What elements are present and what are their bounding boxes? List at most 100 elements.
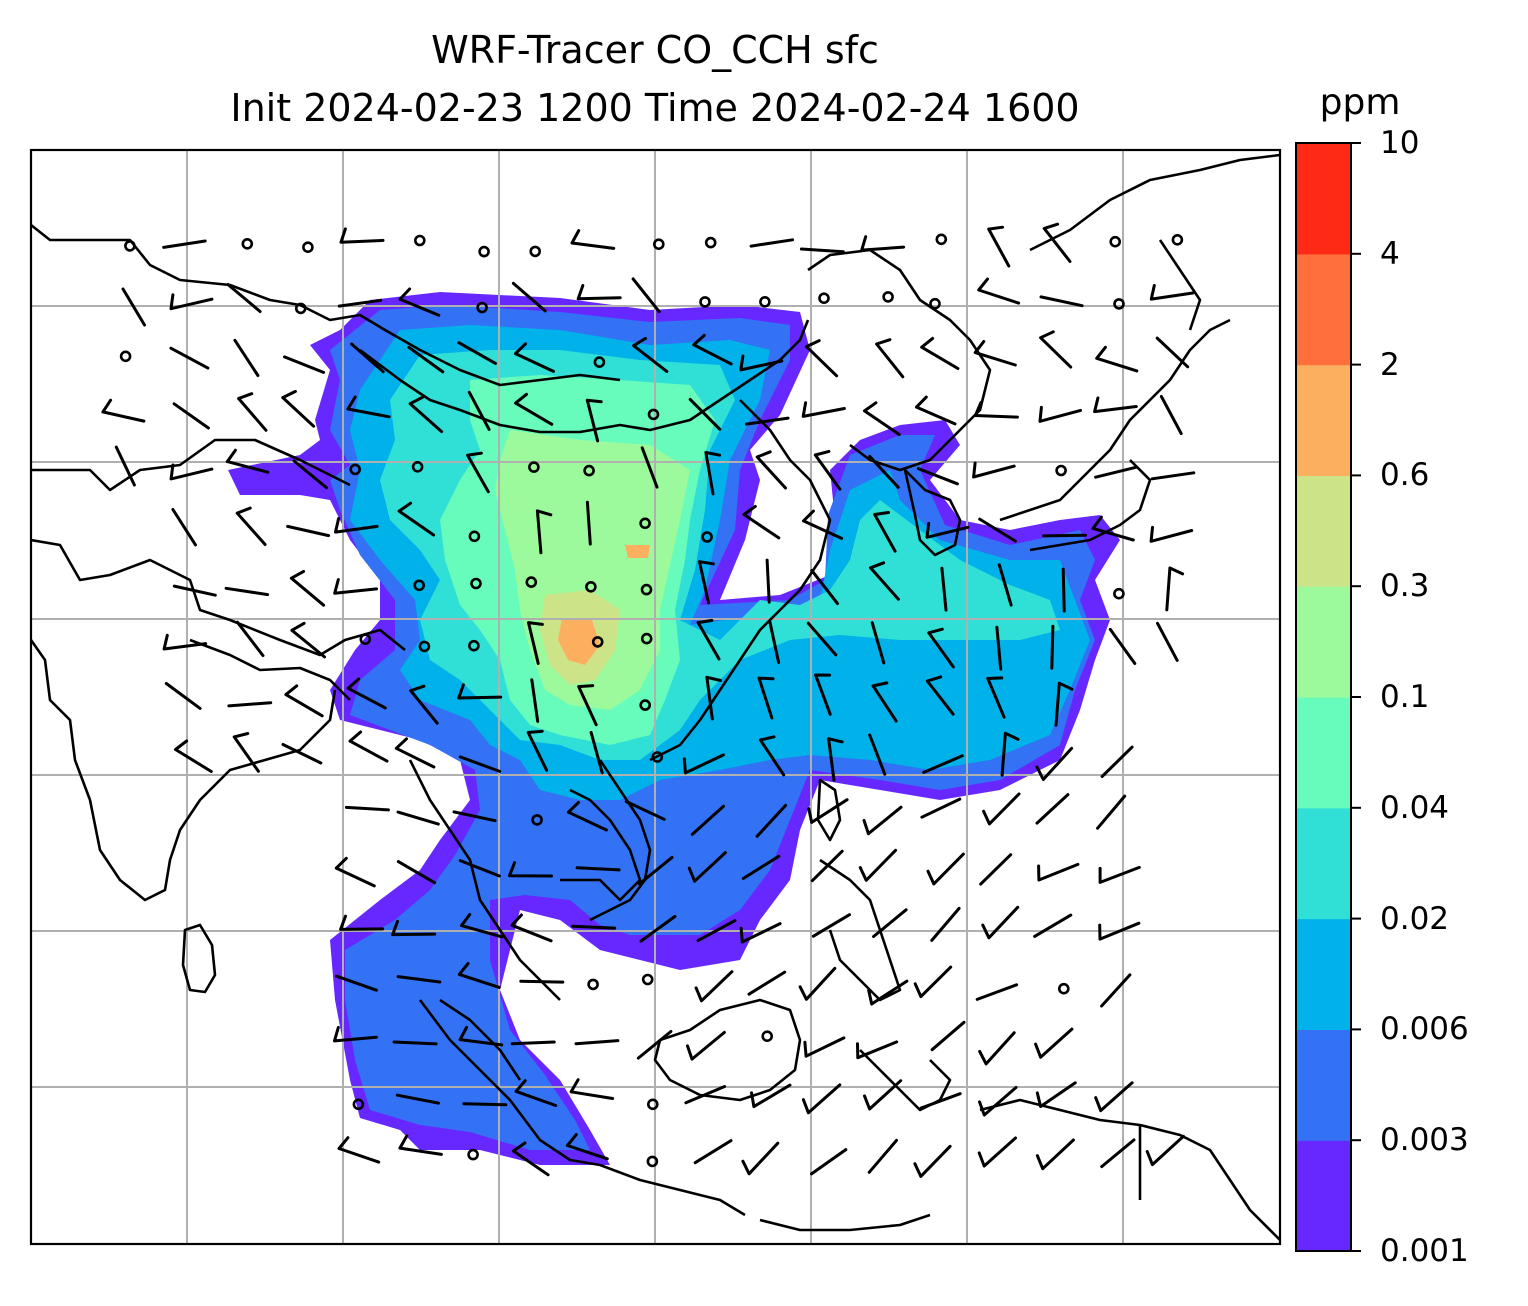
- wind-barb: [867, 979, 909, 1006]
- calm-wind-circle: [646, 1098, 659, 1111]
- wind-barb: [687, 851, 727, 883]
- calm-wind-circle: [587, 978, 599, 991]
- wind-barb: [1165, 566, 1185, 612]
- wind-barb: [803, 1036, 846, 1058]
- wind-barb: [392, 1040, 438, 1046]
- wind-barb: [458, 755, 502, 773]
- calm-wind-circle: [882, 291, 894, 303]
- coastline-korea: [903, 468, 962, 557]
- wind-barb: [235, 506, 267, 546]
- wind-barb: [1094, 465, 1138, 479]
- wind-barb: [232, 732, 260, 773]
- wind-barb: [870, 621, 886, 665]
- wind-barb: [810, 568, 839, 606]
- wind-barb: [1037, 862, 1080, 882]
- calm-wind-circle: [652, 238, 665, 250]
- wind-barb: [745, 416, 790, 426]
- wind-barb: [871, 681, 898, 723]
- wind-barb: [458, 859, 501, 878]
- wind-barb: [281, 743, 323, 765]
- wind-barb: [867, 1138, 898, 1174]
- wind-barb: [337, 298, 383, 308]
- wind-barb: [1100, 1138, 1136, 1169]
- calm-wind-circle: [352, 1098, 365, 1111]
- wind-barb: [101, 398, 146, 423]
- wind-barb: [972, 461, 1016, 479]
- co-concentration-field: [228, 292, 1120, 1165]
- wind-barb: [457, 341, 497, 365]
- wind-barb: [526, 729, 549, 772]
- wind-barb: [987, 225, 1011, 268]
- wind-barb: [1039, 295, 1084, 308]
- wind-barb: [1100, 745, 1134, 778]
- wind-barb: [169, 346, 210, 370]
- wind-barb: [811, 913, 851, 938]
- wind-barb: [466, 451, 490, 494]
- wind-barb: [452, 810, 497, 823]
- wind-barb: [398, 1134, 443, 1156]
- colorbar-segment-0.02: [1296, 807, 1351, 920]
- calm-wind-circle: [1109, 235, 1121, 248]
- calm-wind-circle: [525, 576, 538, 588]
- calm-wind-circle: [640, 632, 653, 645]
- wind-barb: [801, 401, 846, 418]
- wind-barb: [741, 1141, 780, 1176]
- wind-barb: [868, 454, 900, 489]
- wind-barb: [510, 913, 553, 943]
- wind-barb: [862, 805, 903, 836]
- wind-barb: [457, 683, 503, 700]
- calm-wind-circle: [411, 460, 424, 473]
- wind-barb: [1038, 405, 1082, 423]
- wind-barb: [409, 684, 439, 725]
- calm-wind-circle: [119, 350, 132, 363]
- wind-barb: [739, 354, 784, 372]
- calm-wind-circle: [418, 640, 431, 653]
- wind-barb: [632, 336, 669, 373]
- wind-barb: [1098, 921, 1141, 941]
- wind-barb: [863, 1079, 903, 1111]
- wind-barb: [977, 277, 1021, 305]
- wind-barb: [171, 508, 197, 547]
- wind-barb: [467, 390, 491, 431]
- coastline-new-guinea: [979, 1098, 1280, 1241]
- wind-barb: [690, 804, 725, 836]
- wind-barb: [682, 753, 725, 775]
- wind-barb: [408, 395, 444, 434]
- wind-barb: [922, 754, 964, 774]
- colorbar-tick-label: 0.02: [1380, 900, 1450, 937]
- wind-barb: [975, 983, 1019, 1001]
- wind-barb: [333, 1026, 378, 1043]
- calm-wind-circle: [468, 639, 480, 652]
- wind-barb: [1034, 1027, 1074, 1059]
- wind-barb: [292, 459, 328, 490]
- coastline-china-east: [649, 399, 832, 762]
- calm-wind-circle: [699, 296, 711, 308]
- wind-barb: [172, 402, 210, 430]
- wind-barb: [698, 560, 715, 605]
- calm-wind-circle: [640, 583, 653, 596]
- wind-barb: [396, 810, 440, 826]
- wind-barb: [813, 449, 842, 491]
- calm-wind-circle: [478, 245, 490, 258]
- wind-barb: [873, 511, 897, 553]
- wind-barb: [913, 965, 953, 999]
- wind-barb: [576, 284, 622, 301]
- wind-barb: [1050, 624, 1055, 670]
- wind-barb: [1061, 567, 1066, 613]
- calm-wind-circle: [646, 1155, 659, 1168]
- colorbar-segment-0.006: [1296, 918, 1351, 1030]
- wind-barb: [1035, 746, 1074, 781]
- coastline-vietnam: [589, 759, 652, 922]
- calm-wind-circle: [531, 814, 543, 826]
- wind-barb: [514, 1079, 558, 1107]
- wind-barb: [334, 856, 376, 888]
- wind-barb: [973, 401, 1019, 419]
- wind-barb: [704, 451, 722, 496]
- calm-wind-circle: [639, 699, 652, 711]
- wind-barb: [510, 1040, 556, 1046]
- wind-barb: [530, 678, 540, 723]
- coastline-japan: [999, 318, 1231, 552]
- wind-barb: [457, 962, 501, 989]
- calm-wind-circle: [761, 1030, 774, 1042]
